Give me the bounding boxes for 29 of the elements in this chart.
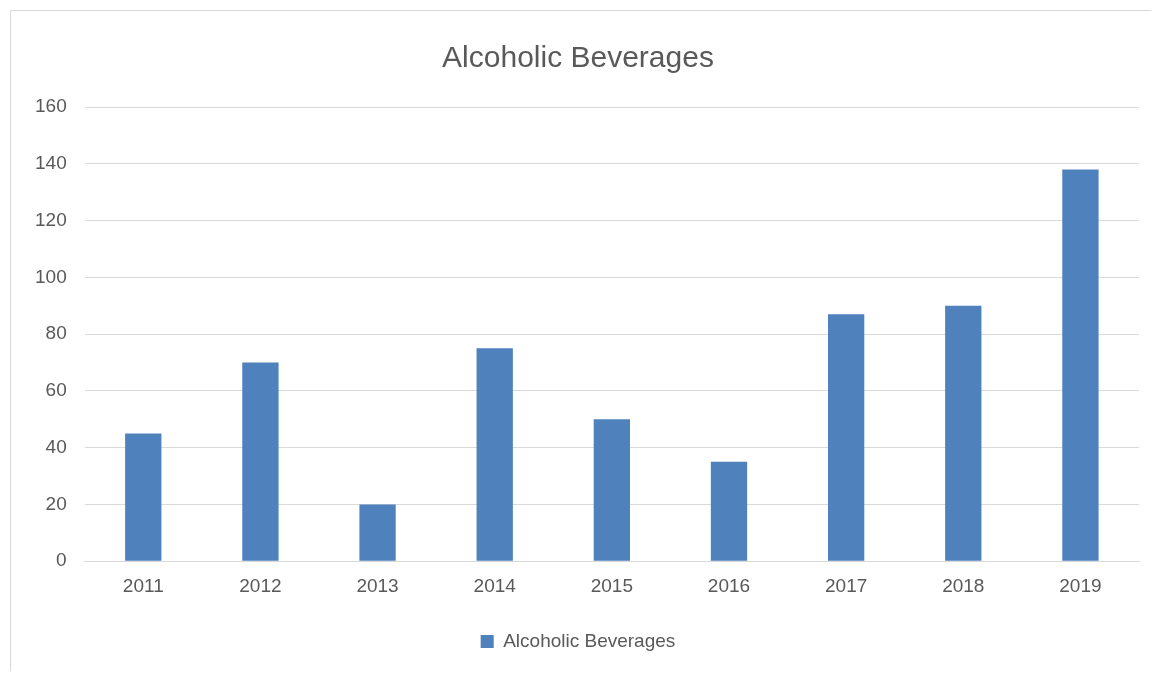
y-tick-label: 160 xyxy=(35,95,67,117)
x-tick-label: 2013 xyxy=(356,574,399,596)
y-tick-label: 140 xyxy=(35,152,67,174)
y-tick-label: 40 xyxy=(45,435,67,457)
bar xyxy=(710,461,748,561)
bar xyxy=(359,504,396,561)
bar xyxy=(1062,169,1099,561)
bar xyxy=(945,305,982,561)
x-tick-label: 2011 xyxy=(122,574,164,596)
x-tick-label: 2018 xyxy=(942,574,985,596)
bar xyxy=(827,314,865,561)
x-tick-label: 2014 xyxy=(473,574,517,596)
chart-title: Alcoholic Beverages xyxy=(442,40,714,74)
legend-label: Alcoholic Beverages xyxy=(503,629,676,651)
y-tick-label: 80 xyxy=(45,322,67,344)
y-tick-label: 120 xyxy=(35,208,67,230)
x-tick-label: 2019 xyxy=(1059,574,1102,596)
y-tick-label: 100 xyxy=(35,265,67,287)
y-tick-label: 60 xyxy=(45,379,67,401)
bar xyxy=(242,362,279,561)
bar xyxy=(476,348,513,561)
y-tick-label: 0 xyxy=(56,549,67,571)
bar xyxy=(593,419,631,561)
bar xyxy=(125,433,162,561)
y-tick-label: 20 xyxy=(45,492,67,514)
x-tick-label: 2017 xyxy=(825,574,868,596)
x-tick-label: 2012 xyxy=(239,574,282,596)
x-tick-label: 2015 xyxy=(590,574,633,596)
x-tick-label: 2016 xyxy=(707,574,751,596)
